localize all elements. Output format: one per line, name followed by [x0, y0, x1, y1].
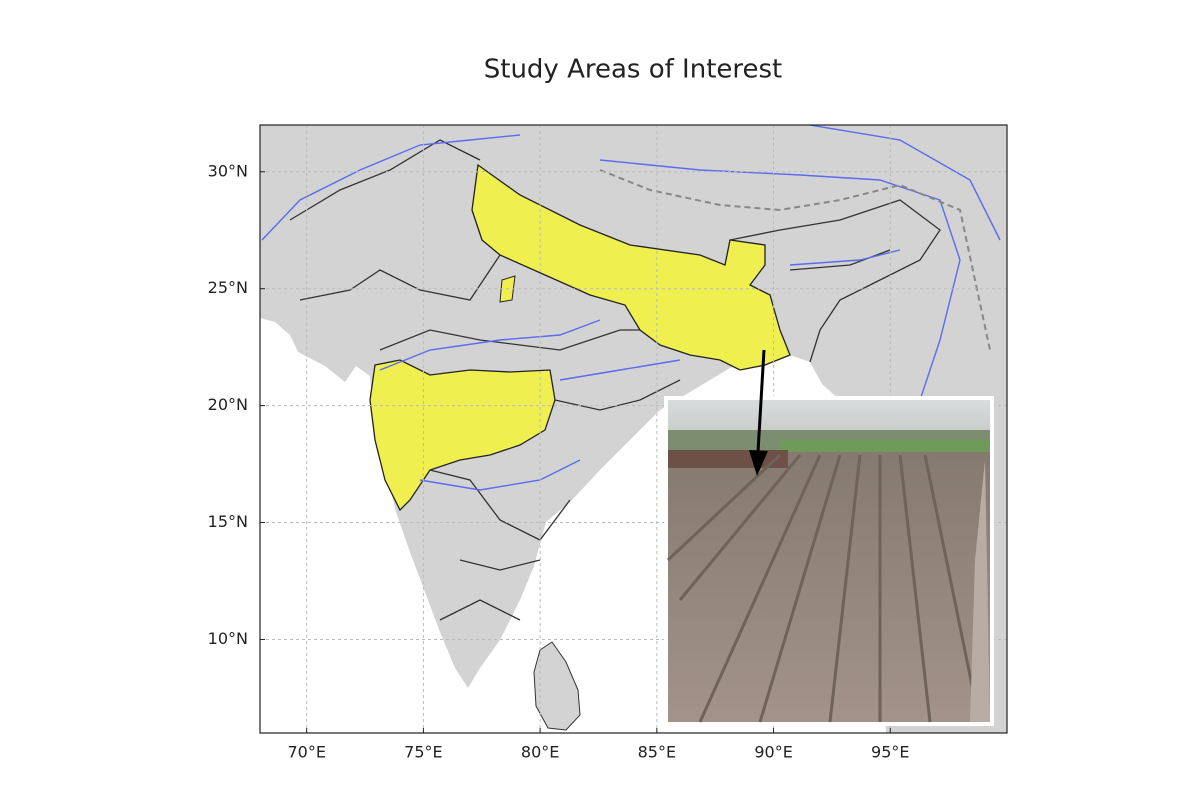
- y-tick-label: 20°N: [208, 395, 248, 414]
- chart-title: Study Areas of Interest: [484, 55, 783, 85]
- study-area-north: [471, 163, 791, 371]
- plot-frame: [259, 124, 1008, 734]
- x-tick-label: 85°E: [638, 743, 676, 762]
- disputed-boundary: [599, 169, 991, 351]
- x-tick-label: 80°E: [521, 743, 559, 762]
- y-tick-label: 15°N: [208, 512, 248, 531]
- boundary: [289, 139, 941, 621]
- sri-lanka: [533, 641, 581, 731]
- photo-grass: [780, 440, 990, 454]
- river: [261, 125, 1001, 491]
- arrow: [756, 349, 766, 453]
- y-tick-label: 25°N: [208, 278, 248, 297]
- arrow-head: [749, 450, 768, 476]
- x-tick-label: 75°E: [404, 743, 442, 762]
- y-tick-label: 10°N: [208, 629, 248, 648]
- x-tick-label: 90°E: [754, 743, 792, 762]
- photo-inset: [664, 396, 994, 726]
- x-tick-label: 95°E: [871, 743, 909, 762]
- study-area-west: [369, 359, 556, 512]
- photo-post: [970, 460, 990, 722]
- x-tick-label: 70°E: [287, 743, 325, 762]
- y-tick-label: 30°N: [208, 161, 248, 180]
- photo-furrows: [666, 453, 977, 723]
